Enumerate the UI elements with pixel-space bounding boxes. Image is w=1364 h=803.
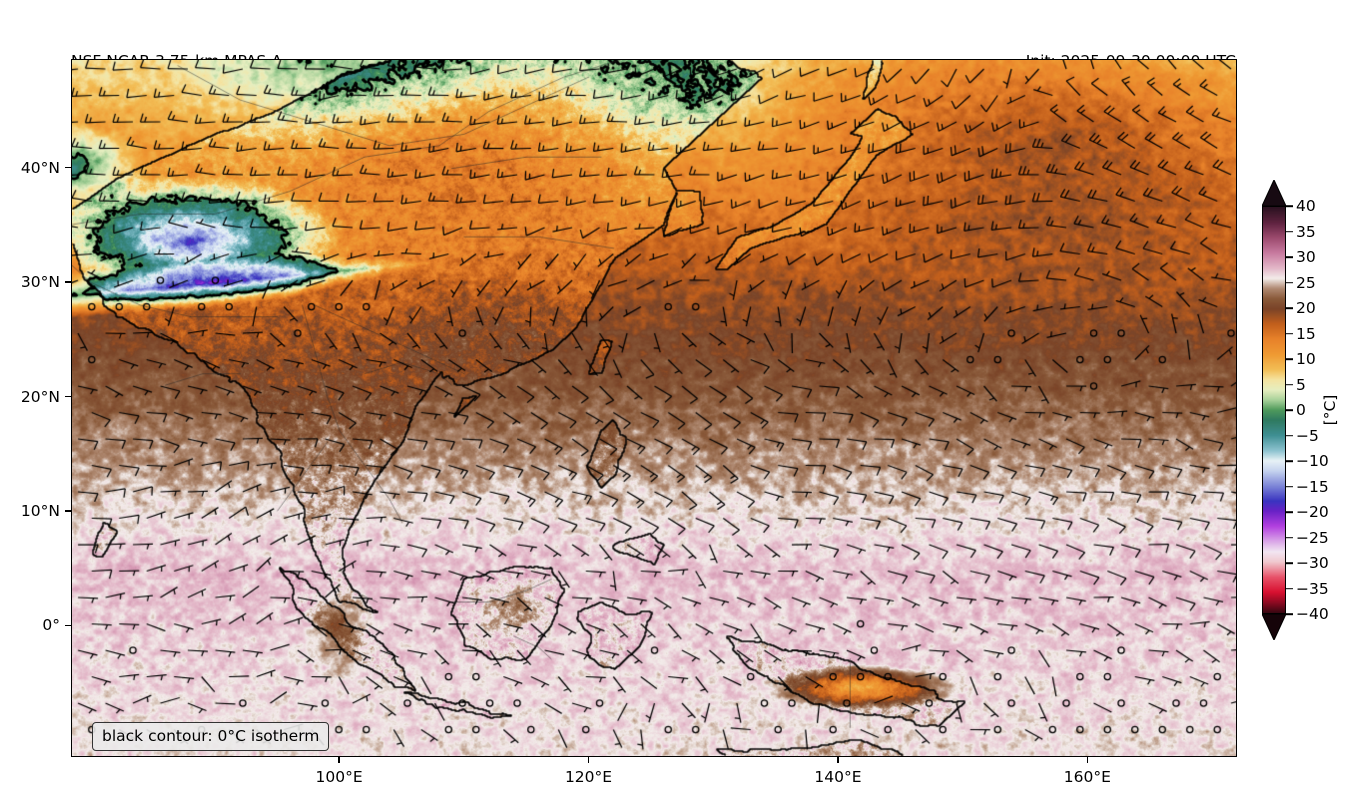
temperature-wind-map: [72, 60, 1236, 756]
colorbar-tickmark: [1286, 358, 1293, 360]
colorbar-tickmark: [1286, 281, 1293, 284]
colorbar: [1262, 180, 1286, 640]
colorbar-tickmark: [1286, 562, 1293, 564]
y-axis-tickmark: [65, 395, 71, 398]
colorbar-tick-label: 35: [1296, 222, 1316, 241]
y-axis-tickmark: [65, 166, 71, 169]
colorbar-tickmark: [1286, 409, 1293, 411]
colorbar-tick-label: −35: [1296, 579, 1329, 598]
colorbar-tickmark: [1286, 230, 1293, 233]
colorbar-tick-label: −20: [1296, 503, 1329, 521]
colorbar-tick-label: −15: [1296, 477, 1329, 496]
colorbar-tickmark: [1286, 205, 1293, 207]
colorbar-tickmark: [1286, 613, 1293, 615]
map-plot-area[interactable]: [71, 59, 1237, 757]
colorbar-tickmark: [1286, 383, 1293, 386]
y-axis-tickmark: [65, 281, 71, 283]
colorbar-tickmark: [1286, 511, 1293, 513]
colorbar-tick-label: 5: [1296, 375, 1306, 394]
y-axis-tick-label: 0°: [42, 616, 60, 635]
colorbar-title: [°C]: [1321, 394, 1339, 426]
colorbar-tickmark: [1286, 307, 1293, 309]
colorbar-tick-label: 10: [1296, 350, 1316, 368]
y-axis-tick-label: 20°N: [20, 387, 60, 406]
x-axis-tickmark: [1086, 757, 1089, 763]
colorbar-tick-label: 15: [1296, 324, 1316, 343]
colorbar-tickmark: [1286, 587, 1293, 590]
y-axis-tick-label: 10°N: [20, 501, 60, 520]
colorbar-tick-label: −25: [1296, 528, 1329, 547]
colorbar-tick-label: −10: [1296, 452, 1329, 470]
colorbar-tick-label: −30: [1296, 554, 1329, 572]
contour-legend-text: black contour: 0°C isotherm: [102, 727, 320, 745]
colorbar-tickmark: [1286, 485, 1293, 488]
contour-legend-box: black contour: 0°C isotherm: [92, 722, 330, 751]
x-axis-tickmark: [837, 757, 839, 763]
x-axis-tick-label: 100°E: [315, 768, 363, 786]
colorbar-tickmark: [1286, 332, 1293, 335]
y-axis-tickmark: [65, 510, 71, 512]
colorbar-gradient: [1263, 207, 1285, 613]
colorbar-tick-label: −5: [1296, 426, 1319, 445]
colorbar-tick-label: 30: [1296, 248, 1316, 266]
colorbar-tickmark: [1286, 434, 1293, 437]
colorbar-tickmark: [1286, 256, 1293, 258]
colorbar-tick-label: −40: [1296, 605, 1329, 623]
colorbar-tick-label: 40: [1296, 197, 1316, 215]
y-axis-tick-label: 40°N: [20, 158, 60, 177]
colorbar-tick-label: 0: [1296, 401, 1306, 419]
colorbar-tick-label: 25: [1296, 273, 1316, 292]
colorbar-tickmark: [1286, 460, 1293, 462]
x-axis-tick-label: 160°E: [1063, 768, 1111, 786]
colorbar-tickmark: [1286, 536, 1293, 539]
colorbar-tick-label: 20: [1296, 299, 1316, 317]
y-axis-tickmark: [65, 624, 71, 627]
y-axis-tick-label: 30°N: [20, 273, 60, 292]
x-axis-tick-label: 120°E: [564, 768, 613, 786]
colorbar-min-arrow: [1262, 614, 1286, 640]
x-axis-tick-label: 140°E: [814, 768, 862, 786]
colorbar-gradient-body: [1262, 206, 1286, 614]
x-axis-tickmark: [338, 757, 340, 763]
x-axis-tickmark: [587, 757, 590, 763]
colorbar-max-arrow: [1262, 180, 1286, 206]
